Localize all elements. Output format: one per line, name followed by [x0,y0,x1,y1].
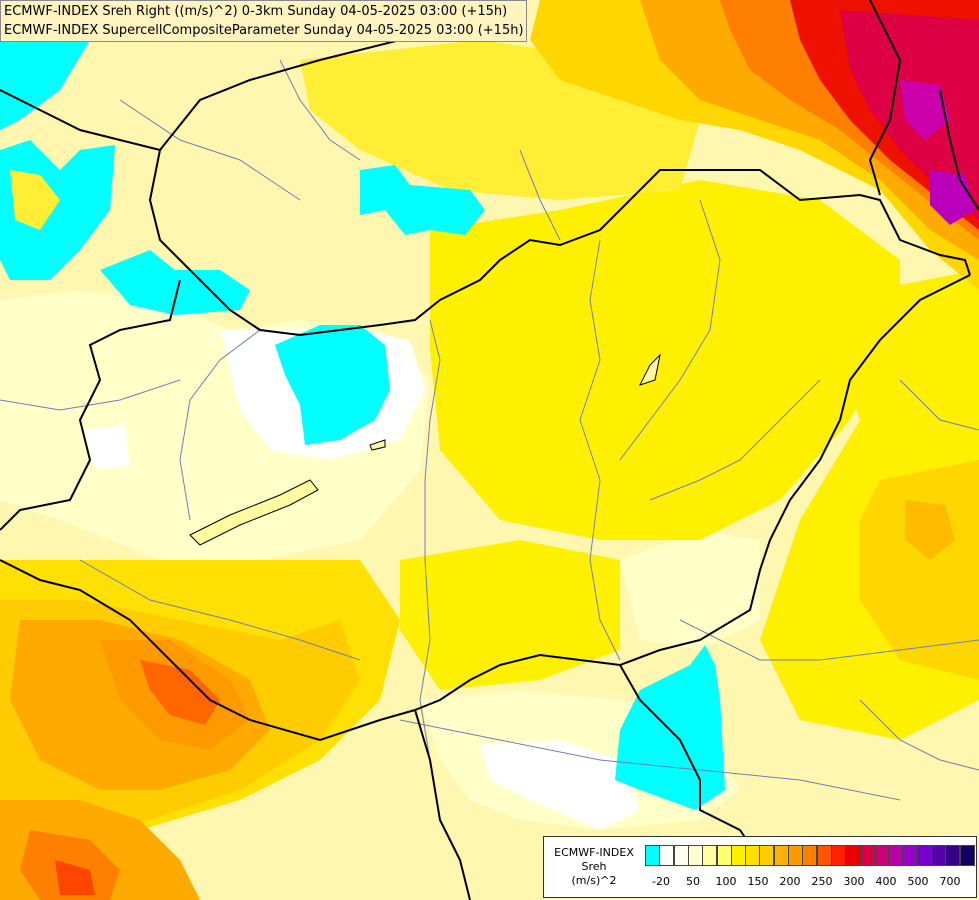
legend-swatch [645,845,660,866]
cyan-area-south [615,645,725,810]
legend-tick-label: 50 [686,875,700,888]
legend-swatch [931,845,946,866]
legend-swatch [730,845,746,866]
white-zone-west [85,425,130,470]
color-legend: ECMWF-INDEX Sreh (m/s)^2 -20 50 100 150 200 2… [543,836,977,898]
legend-swatch [788,845,803,866]
small-lake-central [369,439,386,451]
yellow-field-south [400,540,620,690]
legend-swatch [802,845,818,866]
title-line-sreh: ECMWF-INDEX Sreh Right ((m/s)^2) 0-3km S… [4,4,508,19]
legend-swatch [687,845,703,866]
legend-swatch [673,845,689,866]
legend-swatch [759,845,775,866]
legend-swatch [945,845,961,866]
legend-swatch [773,845,789,866]
legend-tick-label: 150 [747,875,769,888]
legend-title: ECMWF-INDEX Sreh (m/s)^2 [548,846,640,888]
title-line-scp: ECMWF-INDEX SupercellCompositeParameter … [4,23,524,38]
lake-balaton [189,479,319,546]
legend-variable: Sreh [581,860,607,873]
red-orange-core-southwest [140,660,220,725]
legend-swatch [659,845,675,866]
legend-swatch [859,845,875,866]
legend-unit: (m/s)^2 [571,874,617,887]
magenta-core-northeast-b [930,170,975,225]
legend-tick-label: 100 [715,875,737,888]
legend-tick-label: 200 [779,875,801,888]
gold-field-east [860,460,979,680]
yellow-patch-in-west-cyan [10,170,60,230]
cyan-area-north-central [360,165,485,235]
legend-swatch [816,845,832,866]
legend-swatch [902,845,918,866]
magenta-core-northeast-a [900,80,950,140]
legend-swatch [745,845,761,866]
legend-tick-label: 500 [907,875,929,888]
yellow-field-central [430,180,900,540]
red-core-bottom-left [55,860,95,895]
pale-field-southeast [620,530,760,650]
legend-tick-label: -20 [652,875,670,888]
legend-swatch [830,845,846,866]
rivers [0,59,979,801]
legend-swatch [959,845,975,866]
legend-swatch [845,845,861,866]
legend-model: ECMWF-INDEX [554,846,634,859]
cyan-area-northwest [100,250,250,315]
legend-swatch [873,845,889,866]
orange-spot-east [905,500,955,560]
legend-tick-label: 400 [875,875,897,888]
legend-swatch [716,845,732,866]
legend-swatch [888,845,904,866]
white-zone-south [480,740,640,830]
map-title-box: ECMWF-INDEX Sreh Right ((m/s)^2) 0-3km S… [0,0,527,42]
legend-swatch [702,845,718,866]
legend-tick-label: 700 [939,875,961,888]
legend-swatch [916,845,932,866]
small-lake-east [639,353,661,386]
legend-tick-label: 250 [811,875,833,888]
cyan-area-central [275,325,390,445]
legend-tick-label: 300 [843,875,865,888]
